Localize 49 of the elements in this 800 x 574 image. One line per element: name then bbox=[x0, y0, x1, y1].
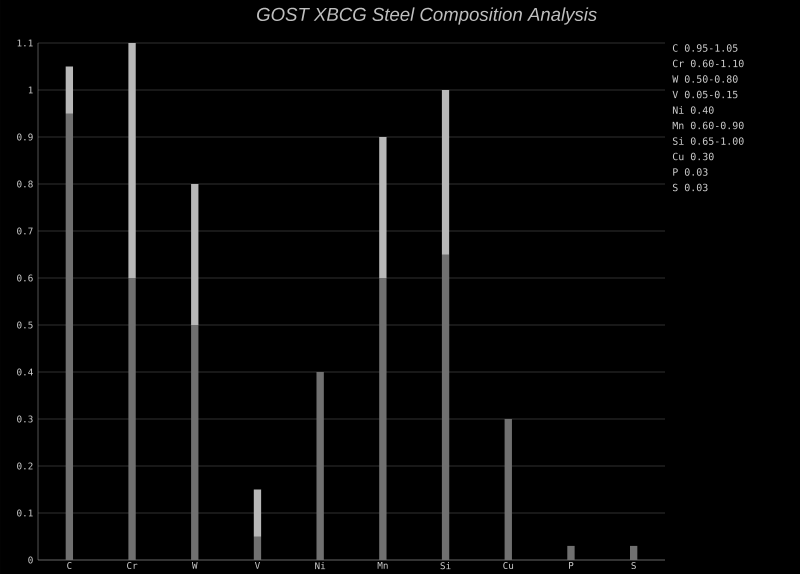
y-tick-label: 0.6 bbox=[17, 274, 33, 282]
bar bbox=[442, 90, 450, 254]
y-tick-label: 0.1 bbox=[17, 509, 33, 517]
x-tick-label: Mn bbox=[378, 562, 388, 569]
bar bbox=[630, 546, 638, 560]
text: V 0.05-0.15 bbox=[672, 90, 738, 98]
bar bbox=[128, 42, 136, 278]
x-tick-label: Cu bbox=[503, 562, 514, 570]
y-tick-label: 0.8 bbox=[17, 180, 33, 188]
text: W 0.50-0.80 bbox=[672, 75, 738, 83]
y-tick-label: 0.3 bbox=[17, 415, 33, 423]
text: P 0.03 bbox=[673, 168, 708, 176]
bar bbox=[66, 66, 74, 114]
y-tick-label: 1.1 bbox=[18, 40, 33, 46]
x-tick-label: P bbox=[569, 562, 574, 569]
bar bbox=[379, 136, 387, 278]
x-tick-label: W bbox=[192, 562, 198, 569]
y-tick-label: 0.2 bbox=[17, 462, 33, 470]
bar bbox=[316, 372, 324, 560]
bar bbox=[191, 325, 198, 560]
text: Cr 0.60-1.10 bbox=[672, 60, 744, 68]
y-tick-label: 0 bbox=[28, 556, 33, 564]
bar bbox=[567, 546, 575, 560]
bar bbox=[379, 278, 387, 560]
text: Si 0.65-1.00 bbox=[672, 137, 744, 145]
x-tick-label: Cr bbox=[127, 562, 138, 570]
y-tick-label: 0.5 bbox=[17, 321, 33, 329]
x-tick-label: Si bbox=[440, 562, 451, 570]
text: S 0.03 bbox=[672, 184, 708, 192]
chart-title: GOST XBCG Steel Composition Analysis bbox=[257, 7, 597, 25]
bar bbox=[128, 278, 136, 560]
y-tick-label: 0.9 bbox=[17, 133, 33, 141]
bar bbox=[191, 184, 198, 325]
x-tick-label: V bbox=[254, 562, 260, 569]
bar bbox=[66, 113, 74, 560]
bar bbox=[504, 419, 512, 560]
text: C 0.95-1.05 bbox=[672, 44, 738, 52]
y-tick-label: 0.7 bbox=[17, 227, 33, 235]
bar bbox=[442, 254, 450, 560]
text: Cu 0.30 bbox=[672, 152, 714, 160]
y-tick-label: 0.4 bbox=[17, 368, 33, 376]
x-tick-label: Ni bbox=[315, 562, 326, 570]
x-tick-label: C bbox=[67, 562, 72, 570]
bar bbox=[254, 536, 262, 560]
y-tick-label: 1 bbox=[28, 86, 33, 94]
text: Ni 0.40 bbox=[672, 106, 714, 114]
text: Mn 0.60-0.90 bbox=[672, 122, 744, 130]
bar bbox=[254, 490, 262, 536]
x-tick-label: S bbox=[631, 562, 636, 570]
